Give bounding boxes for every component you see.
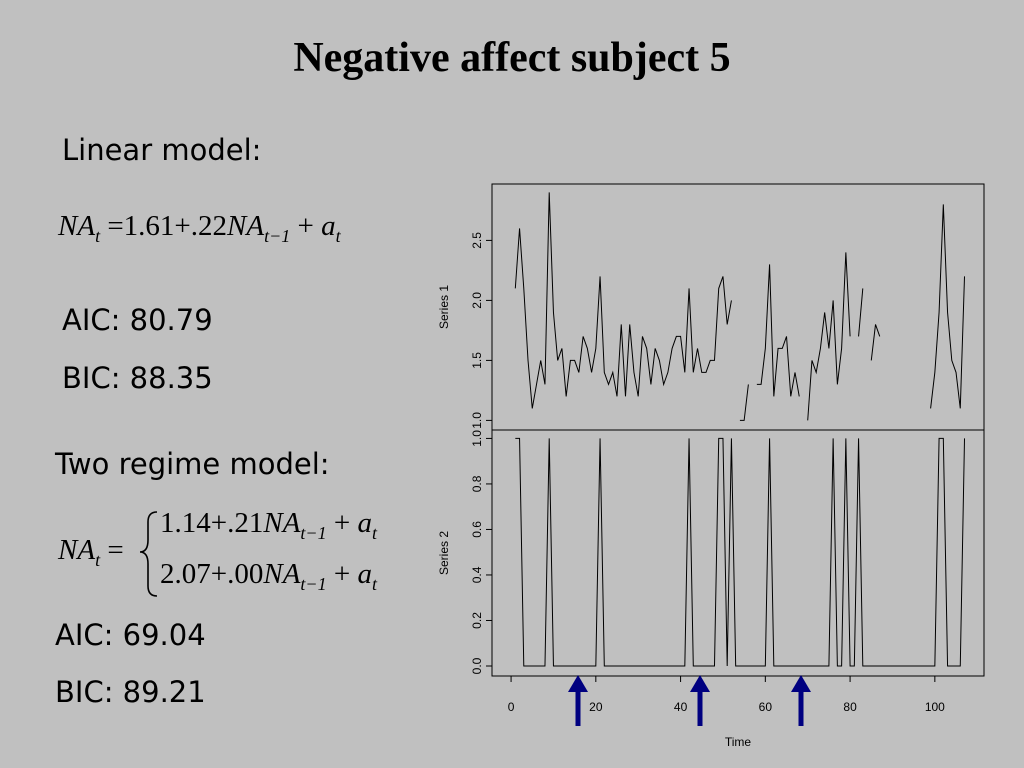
y-tick-label: 0.0 xyxy=(470,657,484,674)
series-line xyxy=(870,324,881,361)
equation-text: 2.07+.00 xyxy=(160,558,264,590)
symbol: NA xyxy=(227,210,265,242)
subscript: t xyxy=(335,225,341,246)
plot-frame xyxy=(491,429,985,677)
equation-text: + xyxy=(290,210,322,242)
symbol: NA xyxy=(58,210,96,242)
variable: NAt xyxy=(58,210,100,246)
subscript: t xyxy=(371,522,377,543)
subscript: t−1 xyxy=(300,573,327,594)
variable: at xyxy=(357,507,377,543)
y-tick-label: 0.2 xyxy=(470,612,484,629)
variable: NAt−1 xyxy=(227,210,290,246)
x-tick-label: 100 xyxy=(925,700,945,714)
aic: AIC: 80.79 xyxy=(62,303,213,337)
equation-lhs: NAt = xyxy=(58,534,124,571)
arrow-head xyxy=(791,675,811,692)
y-tick-label: 1.5 xyxy=(470,352,484,369)
equation-line: 1.14+.21NAt−1 + at xyxy=(160,507,377,544)
variable: at xyxy=(357,558,377,594)
variable: NAt−1 xyxy=(263,558,326,594)
arrow-head xyxy=(690,675,710,692)
x-tick-label: 60 xyxy=(759,700,773,714)
y-tick-label: 2.5 xyxy=(470,232,484,249)
subscript: t−1 xyxy=(300,522,327,543)
heading: Linear model: xyxy=(62,133,262,167)
variable: at xyxy=(321,210,341,246)
variable: NAt xyxy=(58,534,100,570)
arrow-head xyxy=(568,675,588,692)
symbol: NA xyxy=(263,558,301,590)
equation-text: + xyxy=(326,558,358,590)
x-axis-label: Time xyxy=(725,735,752,749)
aic: AIC: 69.04 xyxy=(55,618,206,652)
bic: BIC: 88.35 xyxy=(62,361,213,395)
y-axis-label: Series 2 xyxy=(437,531,451,575)
slide-title: Negative affect subject 5 xyxy=(293,35,731,81)
equation-line: 2.07+.00NAt−1 + at xyxy=(160,558,377,595)
symbol: a xyxy=(321,210,336,242)
symbol: a xyxy=(357,507,372,539)
symbol: a xyxy=(357,558,372,590)
symbol: NA xyxy=(263,507,301,539)
bic: BIC: 89.21 xyxy=(55,675,206,709)
series-line xyxy=(739,384,749,421)
equation: NAt =1.61+.22NAt−1 + at xyxy=(58,210,341,247)
y-tick-label: 0.4 xyxy=(470,566,484,583)
x-tick-label: 80 xyxy=(843,700,857,714)
subscript: t xyxy=(95,225,101,246)
y-axis-label: Series 1 xyxy=(437,285,451,329)
y-tick-label: 2.0 xyxy=(470,292,484,309)
subscript: t xyxy=(95,549,101,570)
equation-text: = xyxy=(100,534,124,566)
series-line xyxy=(858,288,864,337)
y-tick-label: 1.0 xyxy=(470,430,484,447)
subscript: t−1 xyxy=(264,225,291,246)
series-line xyxy=(930,204,966,409)
series-line xyxy=(807,252,851,421)
x-tick-label: 20 xyxy=(589,700,603,714)
y-tick-label: 0.8 xyxy=(470,475,484,492)
y-tick-label: 0.6 xyxy=(470,521,484,538)
symbol: NA xyxy=(58,534,96,566)
equation-text: + xyxy=(326,507,358,539)
series-line xyxy=(515,437,966,667)
arrows xyxy=(568,675,811,726)
equation-text: =1.61+.22 xyxy=(100,210,228,242)
series-line xyxy=(514,192,732,409)
variable: NAt−1 xyxy=(263,507,326,543)
equation-text: 1.14+.21 xyxy=(160,507,264,539)
x-tick-label: 0 xyxy=(508,700,515,714)
brace xyxy=(139,511,158,597)
series-line xyxy=(756,264,800,397)
y-tick-label: 1.0 xyxy=(470,412,484,429)
heading: Two regime model: xyxy=(55,447,330,481)
x-tick-label: 40 xyxy=(674,700,688,714)
subscript: t xyxy=(371,573,377,594)
